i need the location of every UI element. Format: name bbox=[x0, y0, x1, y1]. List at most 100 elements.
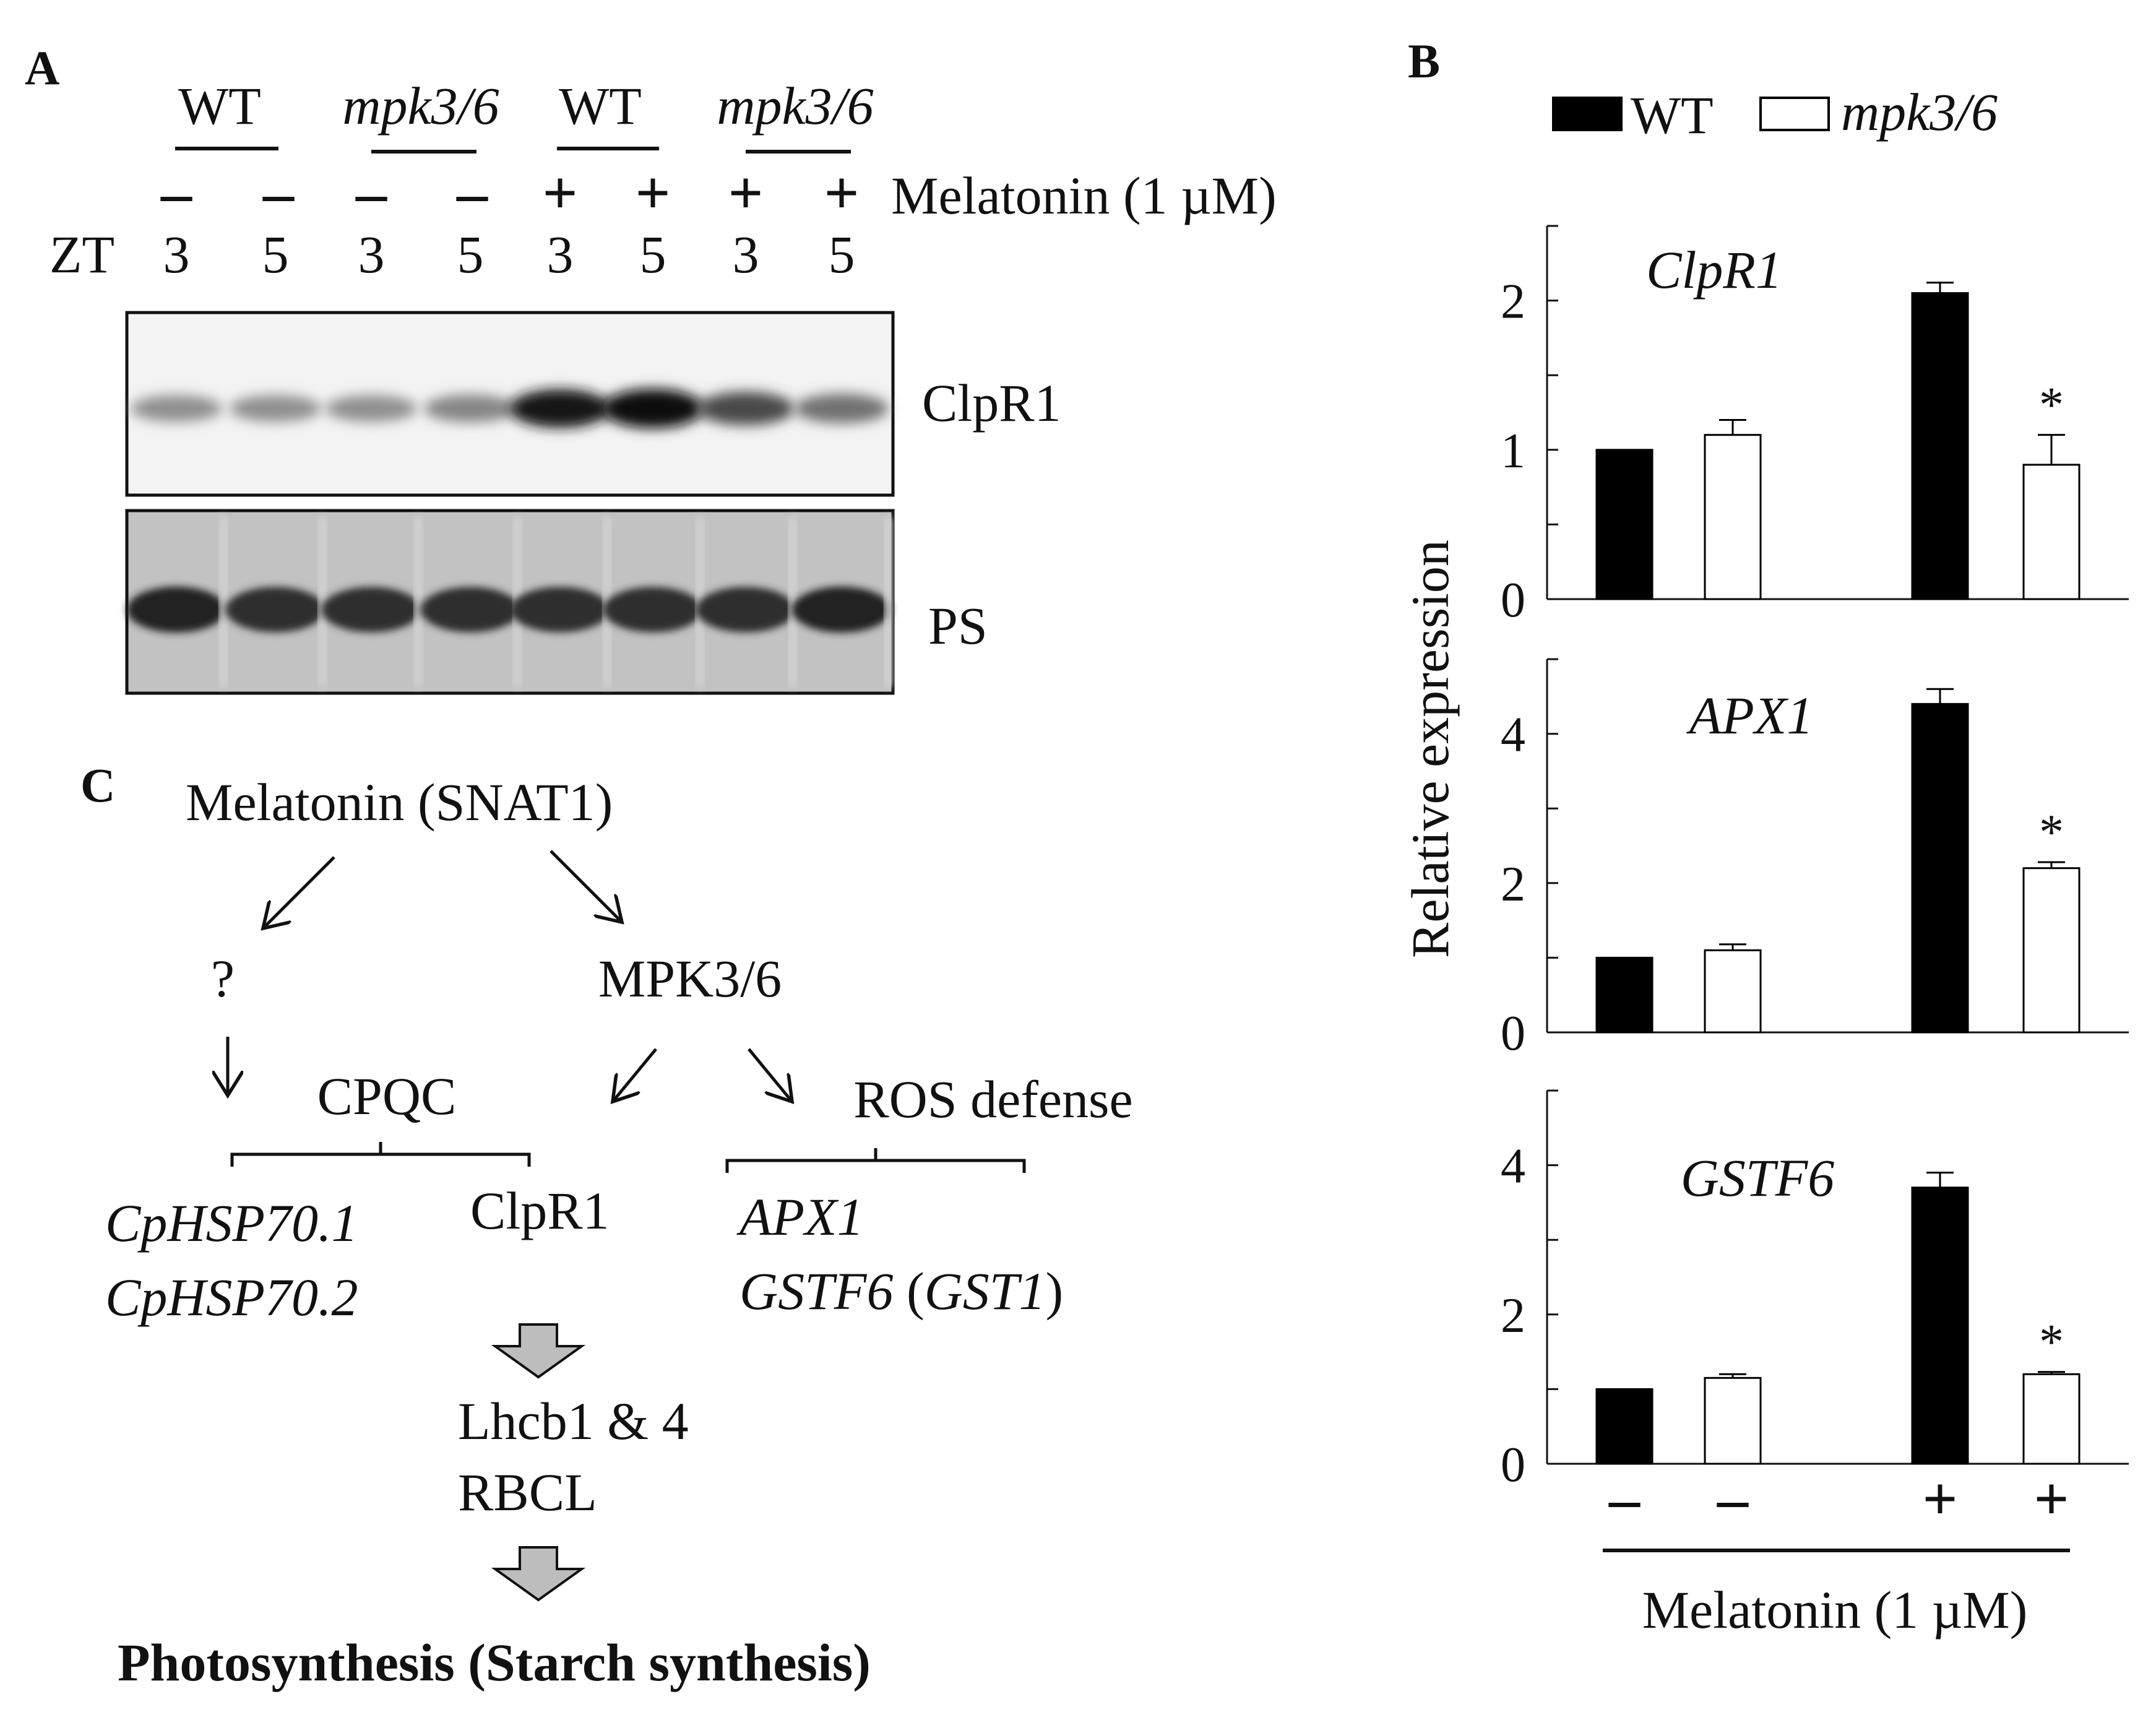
node-unknown: ? bbox=[211, 949, 235, 1008]
zt-value-lane-5: 3 bbox=[547, 225, 574, 284]
node-mpk36: MPK3/6 bbox=[598, 949, 782, 1008]
ps-band-lane-4 bbox=[421, 587, 520, 633]
node-melatonin: Melatonin (SNAT1) bbox=[186, 772, 613, 832]
bracket-ros bbox=[725, 1148, 1026, 1173]
bracket-cpqc bbox=[230, 1142, 531, 1167]
y-tick-label: 0 bbox=[1501, 1438, 1525, 1492]
clpr1-bands bbox=[130, 389, 889, 428]
significance-asterisk: * bbox=[2039, 378, 2064, 433]
melatonin-sign-lane-1: – bbox=[160, 158, 192, 227]
zt-value-lane-6: 5 bbox=[640, 225, 666, 284]
y-tick-label: 2 bbox=[1501, 1289, 1525, 1343]
melatonin-signs: – – – – + + + + bbox=[160, 158, 859, 227]
node-cpqc: CPQC bbox=[317, 1066, 457, 1126]
gene-apx1: APX1 bbox=[736, 1187, 864, 1247]
melatonin-sign-lane-3: – bbox=[355, 158, 387, 227]
group-label-wt-2: WT bbox=[559, 76, 642, 136]
zt-value-lane-1: 3 bbox=[163, 225, 190, 284]
ps-band-lane-3 bbox=[322, 587, 421, 633]
clpr1-band-lane-8 bbox=[795, 394, 889, 423]
zt-value-lane-4: 5 bbox=[457, 225, 484, 284]
y-tick-label: 2 bbox=[1501, 275, 1525, 329]
bar-wt-melatonin bbox=[1911, 702, 1969, 1034]
gene-cphsp70-1: CpHSP70.1 bbox=[105, 1193, 358, 1253]
y-tick-label: 0 bbox=[1501, 1006, 1525, 1061]
bar-mpk36-melatonin bbox=[2022, 464, 2081, 600]
legend-wt-swatch bbox=[1552, 97, 1623, 131]
ps-band-lane-1 bbox=[127, 586, 226, 633]
ps-lane-gap-3 bbox=[415, 517, 422, 687]
gene-cphsp70-2: CpHSP70.2 bbox=[105, 1268, 358, 1327]
melatonin-sign-lane-5: + bbox=[543, 158, 578, 227]
clpr1-band-lane-5 bbox=[509, 389, 611, 428]
melatonin-sign-lane-6: + bbox=[636, 158, 671, 227]
arrow-mpk36-to-ros bbox=[748, 1048, 792, 1102]
y-tick-label: 2 bbox=[1501, 857, 1525, 912]
ps-band-lane-6 bbox=[603, 587, 702, 633]
bar-wt-melatonin bbox=[1911, 292, 1969, 600]
chart-gstf6: 0 2 4 GSTF6 * bbox=[1501, 1089, 2129, 1492]
chart-title: ClpR1 bbox=[1646, 240, 1782, 300]
ps-blot bbox=[125, 509, 895, 695]
y-tick-label: 4 bbox=[1501, 708, 1525, 763]
legend: WT mpk3/6 bbox=[1552, 82, 1998, 145]
node-photosynthesis: Photosynthesis (Starch synthesis) bbox=[118, 1633, 871, 1692]
x-sign-wt-minus: – bbox=[1608, 1464, 1641, 1533]
legend-mpk36-label: mpk3/6 bbox=[1841, 82, 1998, 142]
bar-mpk36-control bbox=[1704, 949, 1762, 1034]
panel-b-expression-charts: B WT mpk3/6 Relative expression 0 1 2 ClpR1… bbox=[1400, 34, 2129, 1640]
bar-wt-control bbox=[1595, 956, 1654, 1034]
group-label-wt-1: WT bbox=[178, 76, 261, 136]
clpr1-band-lane-2 bbox=[229, 395, 322, 422]
block-arrow-down-1 bbox=[491, 1323, 586, 1379]
diagram-arrows bbox=[228, 850, 792, 1102]
gene-clpr1: ClpR1 bbox=[470, 1181, 610, 1240]
x-sign-mpk36-minus: – bbox=[1717, 1464, 1749, 1533]
arrow-melatonin-to-unknown bbox=[263, 856, 335, 928]
zt-values: 3 5 3 5 3 5 3 5 bbox=[163, 225, 855, 284]
legend-wt-label: WT bbox=[1631, 85, 1714, 145]
y-tick-label: 1 bbox=[1501, 424, 1525, 478]
clpr1-band-lane-3 bbox=[325, 395, 418, 422]
arrow-mpk36-to-clpr1 bbox=[613, 1048, 657, 1102]
bar-mpk36-melatonin bbox=[2022, 1373, 2081, 1465]
melatonin-sign-lane-4: – bbox=[456, 158, 488, 227]
gene-gst1-open-paren: ( bbox=[893, 1261, 924, 1321]
bar-mpk36-melatonin bbox=[2022, 867, 2081, 1034]
clpr1-band-lane-7 bbox=[697, 391, 795, 426]
y-tick-label: 4 bbox=[1501, 1139, 1525, 1194]
panel-c-model-diagram: C Melatonin (SNAT1) ? MPK3/6 CPQC ROS de… bbox=[80, 758, 1133, 1692]
group-label-mpk36-2: mpk3/6 bbox=[717, 76, 873, 136]
panel-a-letter: A bbox=[25, 41, 59, 95]
clpr1-band-lane-1 bbox=[130, 395, 223, 422]
zt-value-lane-7: 3 bbox=[733, 225, 759, 284]
legend-mpk36-swatch bbox=[1759, 97, 1830, 131]
bar-mpk36-control bbox=[1704, 1376, 1762, 1465]
ps-band-lane-7 bbox=[696, 587, 795, 633]
ps-band-lane-2 bbox=[226, 587, 325, 633]
ps-lane-gap-8 bbox=[885, 517, 892, 687]
melatonin-sign-lane-8: + bbox=[824, 158, 860, 227]
brackets bbox=[230, 1142, 1026, 1173]
bar-wt-melatonin bbox=[1911, 1186, 1969, 1465]
clpr1-blot-label: ClpR1 bbox=[922, 373, 1061, 433]
bar-wt-control bbox=[1595, 1388, 1654, 1465]
ps-band-lane-8 bbox=[792, 586, 891, 633]
zt-label: ZT bbox=[50, 225, 114, 284]
group-label-mpk36-1: mpk3/6 bbox=[342, 76, 499, 136]
gene-gst1: GST1 bbox=[925, 1261, 1046, 1321]
ps-blot-label: PS bbox=[928, 596, 988, 655]
ps-bands bbox=[127, 517, 892, 687]
ps-band-lane-5 bbox=[511, 587, 610, 633]
chart-clpr1: 0 1 2 ClpR1 * bbox=[1501, 225, 2129, 628]
treatment-label: Melatonin (1 µM) bbox=[891, 166, 1277, 225]
clpr1-band-lane-6 bbox=[602, 389, 704, 428]
arrow-melatonin-to-mpk36 bbox=[550, 850, 622, 922]
bar-wt-control bbox=[1595, 449, 1654, 600]
significance-asterisk: * bbox=[2039, 1315, 2064, 1370]
clpr1-band-lane-4 bbox=[424, 394, 517, 423]
panel-c-letter: C bbox=[80, 758, 115, 812]
gene-gstf6: GSTF6 bbox=[740, 1261, 893, 1321]
ps-lane-gap-2 bbox=[319, 517, 326, 687]
